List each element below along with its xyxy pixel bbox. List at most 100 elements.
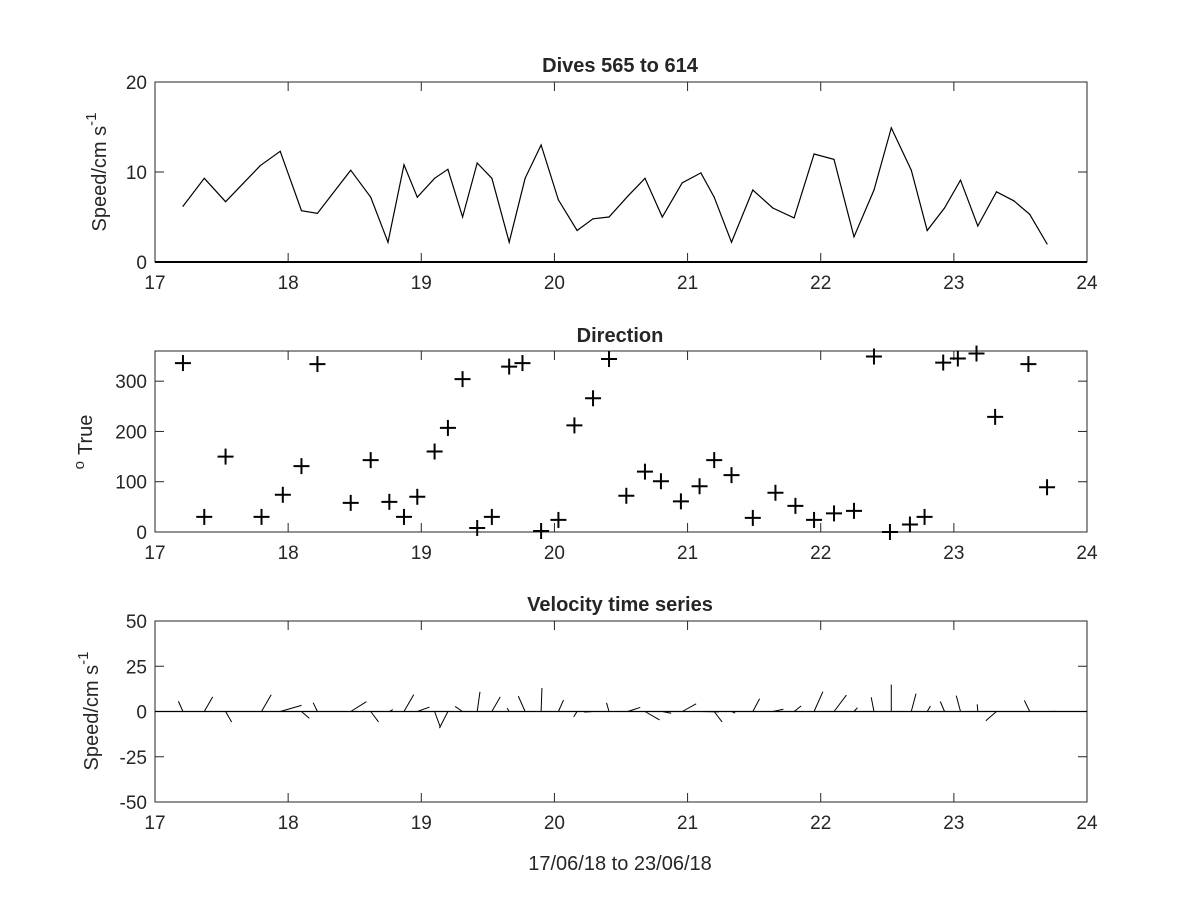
speed-point <box>1013 200 1015 202</box>
speed-y-tick-label: 10 <box>126 163 147 184</box>
velocity-vector <box>713 711 723 723</box>
velocity-vector <box>976 704 979 712</box>
speed-point <box>661 216 663 218</box>
speed-point <box>316 212 319 214</box>
speed-point <box>279 150 281 152</box>
direction-x-tick-label: 21 <box>677 543 698 564</box>
velocity-vector <box>517 695 526 712</box>
speed-point <box>700 172 702 174</box>
velocity-x-tick-label: 19 <box>411 813 432 834</box>
direction-point <box>309 356 326 373</box>
direction-point <box>409 488 426 505</box>
speed-point <box>447 168 449 170</box>
direction-panel: Direction 17 18 19 20 21 22 23 24 0 100 200 300 o Tr… <box>71 325 1098 564</box>
velocity-vector <box>772 708 784 712</box>
speed-point <box>910 169 912 171</box>
velocity-vector <box>793 705 802 712</box>
velocity-y-tick-label: -25 <box>120 748 147 769</box>
direction-point <box>381 493 398 510</box>
velocity-y-tick-label: 50 <box>126 612 147 633</box>
direction-y-tick-label: 100 <box>115 473 147 494</box>
speed-point <box>508 241 510 243</box>
speed-panel-title: Dives 565 to 614 <box>542 55 699 77</box>
speed-point <box>873 189 875 191</box>
speed-point <box>403 164 405 166</box>
direction-point <box>585 390 602 407</box>
velocity-vector <box>584 711 594 713</box>
velocity-vector <box>312 702 318 712</box>
velocity-vector <box>813 691 824 712</box>
speed-y-tick-label: 20 <box>126 73 147 94</box>
direction-x-tick-label: 19 <box>411 543 432 564</box>
direction-point <box>426 443 443 460</box>
direction-point <box>566 417 583 434</box>
direction-point <box>826 505 843 522</box>
direction-y-tick-label: 300 <box>115 372 147 393</box>
direction-point <box>342 494 359 511</box>
direction-point <box>174 355 191 372</box>
speed-y-axis-label: Speed/cm s-1 <box>83 113 111 232</box>
direction-x-tick-label: 17 <box>144 543 165 564</box>
velocity-vector <box>910 693 917 712</box>
speed-x-tick-label: 23 <box>943 273 964 294</box>
direction-point <box>846 502 862 519</box>
speed-point <box>491 177 493 179</box>
speed-point <box>476 162 478 164</box>
velocity-y-axis-label: Speed/cm s-1 <box>75 652 103 771</box>
speed-point <box>977 225 979 227</box>
velocity-vector <box>350 701 367 712</box>
speed-point <box>730 241 733 243</box>
speed-axes-box <box>154 81 1088 263</box>
speed-point <box>995 191 998 193</box>
velocity-vector <box>731 711 736 714</box>
velocity-x-tick-label: 20 <box>544 813 565 834</box>
direction-point <box>196 508 213 525</box>
direction-point <box>916 508 933 525</box>
speed-point <box>813 153 815 155</box>
speed-x-tick-label: 24 <box>1076 273 1098 294</box>
direction-axes-box <box>154 350 1088 533</box>
velocity-vector <box>491 696 501 712</box>
direction-point <box>935 354 952 371</box>
direction-y-tick-label: 200 <box>115 422 147 443</box>
direction-x-tick-label: 20 <box>544 543 565 564</box>
speed-point <box>926 229 928 232</box>
speed-x-tick-label: 22 <box>810 273 831 294</box>
velocity-vector <box>177 701 184 712</box>
velocity-vector <box>225 711 233 723</box>
direction-point <box>274 486 291 503</box>
direction-y-tick-label: 0 <box>136 523 147 544</box>
speed-point <box>608 216 610 218</box>
direction-point <box>865 348 882 365</box>
speed-point <box>752 189 754 191</box>
direction-point <box>723 467 740 484</box>
velocity-axis-ticks: 17 18 19 20 21 22 23 24 -50 -25 0 25 50 <box>120 612 1098 834</box>
velocity-y-tick-label: 0 <box>136 703 147 724</box>
direction-point <box>501 358 518 375</box>
speed-x-tick-label: 19 <box>411 273 432 294</box>
velocity-vector <box>203 696 214 712</box>
direction-point <box>636 463 653 480</box>
velocity-vector <box>939 701 945 712</box>
speed-point <box>793 217 795 219</box>
speed-point <box>370 196 372 198</box>
velocity-x-tick-label: 17 <box>144 813 165 834</box>
velocity-vector <box>476 691 481 712</box>
direction-point <box>514 355 531 372</box>
speed-point <box>416 196 418 198</box>
direction-point <box>601 351 618 368</box>
direction-y-axis-label-text: True <box>75 415 97 455</box>
speed-point <box>300 210 303 212</box>
speed-point <box>772 207 774 209</box>
speed-point <box>959 179 962 181</box>
velocity-panel: Velocity time series 17 18 19 20 21 22 23 24 -50… <box>75 594 1098 875</box>
velocity-x-axis-label: 17/06/18 to 23/06/18 <box>528 853 712 875</box>
direction-point <box>469 519 486 536</box>
direction-axis-ticks: 17 18 19 20 21 22 23 24 0 100 200 300 <box>115 351 1098 564</box>
speed-x-tick-label: 18 <box>278 273 299 294</box>
speed-point <box>540 144 542 146</box>
velocity-vector <box>662 711 672 714</box>
velocity-vector <box>417 706 430 712</box>
speed-point <box>627 195 629 197</box>
velocity-vector <box>389 709 394 712</box>
